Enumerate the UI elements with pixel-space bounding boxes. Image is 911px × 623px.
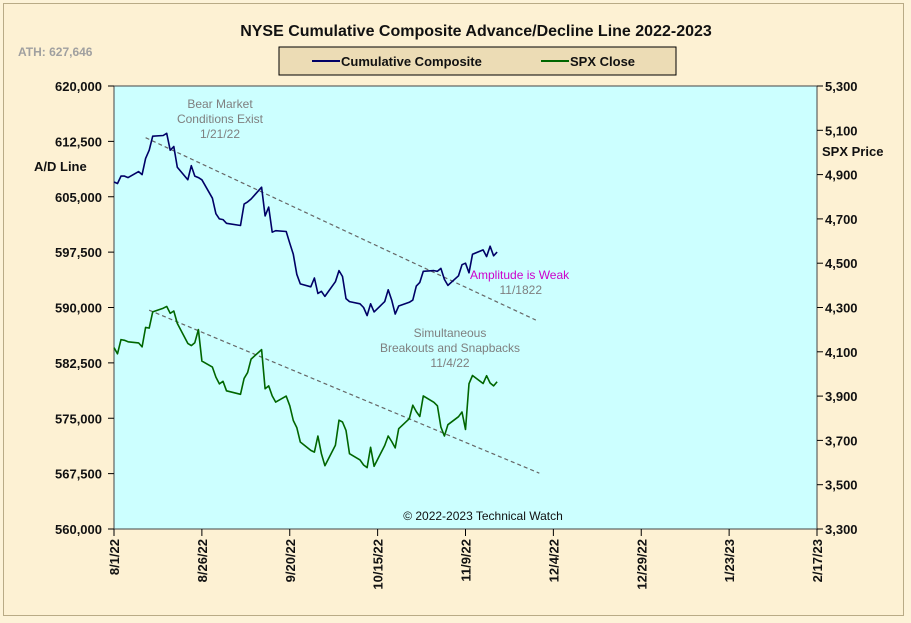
annotation-bear-market: Bear Market Conditions Exist 1/21/22 [177,97,264,141]
y-right-tick-label: 4,900 [825,168,858,183]
plot-area [113,85,818,530]
x-tick-label: 11/9/22 [459,539,474,582]
y-left-tick-label: 597,500 [55,245,102,260]
copyright-text: © 2022-2023 Technical Watch [403,509,563,523]
series-group [113,132,498,469]
legend-box [278,46,677,76]
y-right-tick-label: 4,500 [825,256,858,271]
y-right-tick-label: 5,300 [825,79,858,94]
y-axis-right-label: SPX Price [822,144,883,159]
legend: Cumulative Composite SPX Close [278,46,677,76]
trendline-spx [148,309,540,474]
trendlines [145,137,540,474]
series-line-cumulative-composite [113,132,498,317]
y-left-tick-label: 590,000 [55,301,102,316]
x-tick-label: 12/29/22 [634,539,649,590]
x-tick-label: 1/23/23 [722,539,737,582]
x-tick-label: 9/20/22 [283,539,298,582]
y-right-tick-label: 3,700 [825,433,858,448]
y-right-tick-label: 5,100 [825,123,858,138]
x-tick-label: 2/17/23 [810,539,825,582]
y-left-tick-label: 560,000 [55,522,102,537]
annotation-amplitude: Amplitude is Weak [470,268,570,282]
y-left-tick-label: 612,500 [55,134,102,149]
y-right-tick-label: 3,500 [825,478,858,493]
y-right-tick-label: 3,300 [825,522,858,537]
x-tick-label: 12/4/22 [546,539,561,582]
annotation-breakouts: Simultaneous Breakouts and Snapbacks 11/4/… [380,326,520,370]
y-left-tick-label: 575,000 [55,411,102,426]
legend-label-ad: Cumulative Composite [341,54,482,69]
trendline-ad [145,137,537,321]
x-tick-label: 10/15/22 [371,539,386,590]
y-right-tick-label: 3,900 [825,389,858,404]
ath-label: ATH: 627,646 [18,45,93,59]
annotation-date: 11/1822 [500,283,543,297]
y-left-tick-label: 567,500 [55,467,102,482]
y-left-tick-label: 620,000 [55,79,102,94]
annotations: Bear Market Conditions Exist 1/21/22 Amplit… [177,97,570,370]
y-left-tick-label: 582,500 [55,356,102,371]
y-right-tick-label: 4,100 [825,345,858,360]
y-axis-left-label: A/D Line [34,159,87,174]
y-right-tick-label: 4,300 [825,301,858,316]
axes: 620,000 612,500 605,000 597,500 590,000 582,5… [55,79,858,590]
series-line-spx-close [113,305,498,469]
chart-title: NYSE Cumulative Composite Advance/Declin… [240,23,712,40]
x-tick-label: 8/26/22 [195,539,210,582]
x-tick-label: 8/1/22 [107,539,122,575]
y-right-tick-label: 4,700 [825,212,858,227]
legend-label-spx: SPX Close [570,54,635,69]
y-left-tick-label: 605,000 [55,190,102,205]
